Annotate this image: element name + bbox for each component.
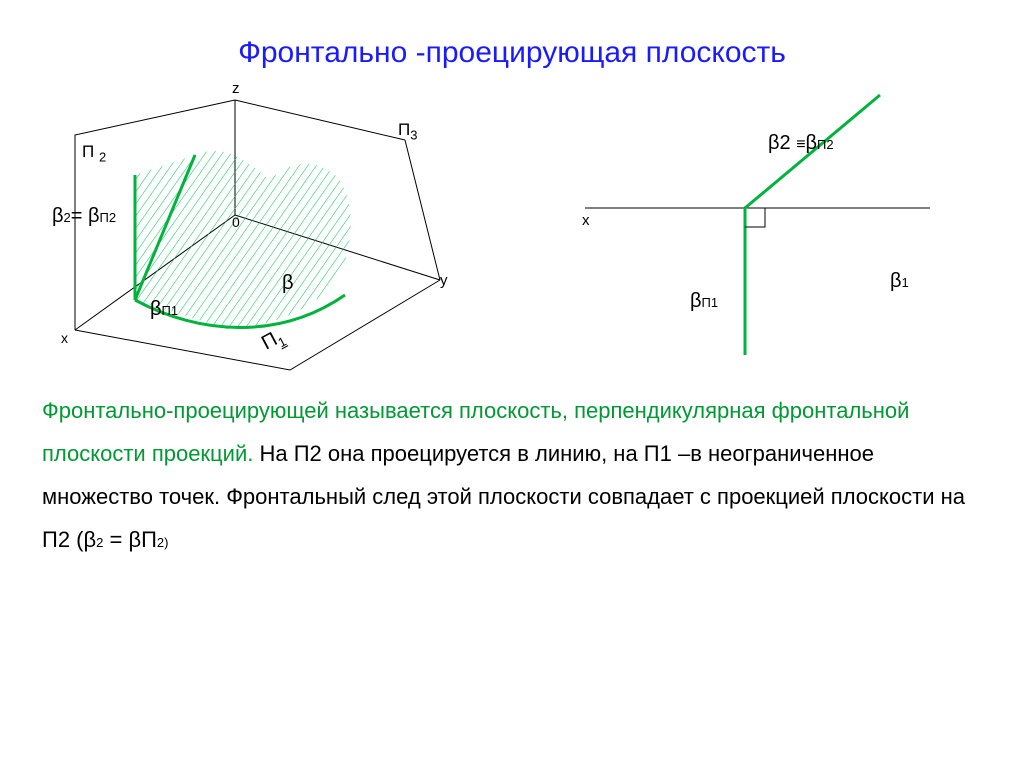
p3-label: П3 [398,120,417,142]
diagram-row: z y x П 2 П3 П1 0 β2= βП2 βП1 β [0,80,1024,380]
beta2-eq-label: β2= βП2 [52,205,116,228]
diagram-2d: x β2 ≡βП2 βП1 β1 [490,80,990,380]
page-title: Фронтально -проецирующая плоскость [0,0,1024,70]
origin-label: 0 [232,214,240,230]
definition-sub-2: 2) [157,535,169,550]
beta-label: β [282,272,294,295]
diagram-3d: z y x П 2 П3 П1 0 β2= βП2 βП1 β [0,80,490,380]
axis-x-label: x [61,330,68,346]
body-paragraph: Фронтально-проецирующей называется плоск… [0,380,1024,562]
axis-x-label-right: x [582,212,590,229]
beta2-right-label: β2 ≡βП2 [768,132,834,155]
definition-black-2: = βП [103,527,157,552]
beta1-right-label: β1 [890,270,909,293]
axis-z-label: z [232,80,240,97]
p2-label: П 2 [82,142,106,164]
beta-p1-right-label: βП1 [690,290,718,313]
axis-y-label: y [440,272,448,289]
beta-p1-left-label: βП1 [150,298,178,321]
